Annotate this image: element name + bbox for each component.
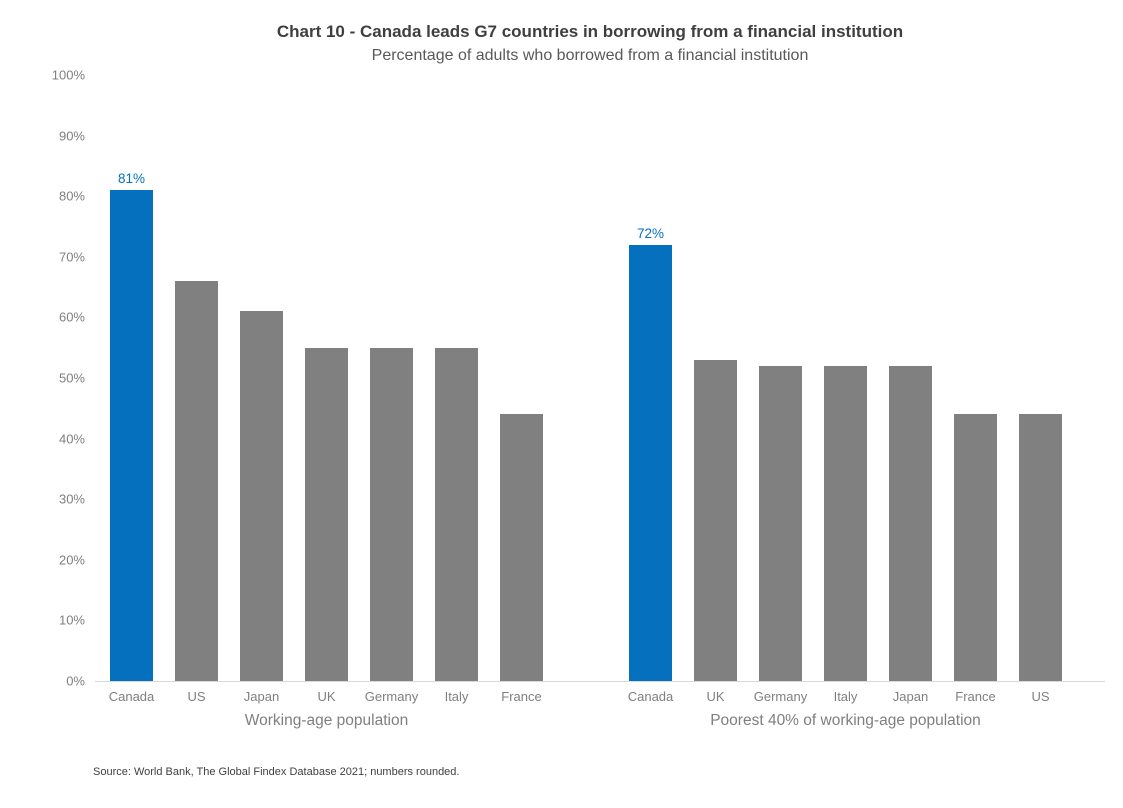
bar-canada-g1: [629, 244, 672, 681]
group-label-working-age-population: Working-age population: [244, 712, 409, 729]
bar-group-poorest-40-of-working-age-population: 72% Canada UK Germany Italy Japan France US Poor…: [628, 75, 1062, 729]
bar-uk-g0: [305, 347, 348, 681]
y-axis: 0% 10% 20% 30% 40% 50% 60% 70% 80% 90% 100%: [30, 68, 85, 689]
y-tick-40pct: 40%: [58, 431, 85, 447]
bar-col-japan-g0: Japan: [240, 311, 283, 704]
y-tick-50pct: 50%: [58, 370, 85, 386]
y-tick-20pct: 20%: [58, 552, 85, 568]
bar-col-us-g0: US: [175, 281, 218, 704]
y-tick-70pct: 70%: [58, 249, 85, 265]
bar-japan-g1: [889, 365, 932, 681]
bar-italy-g0: [435, 347, 478, 681]
x-label-japan-g0: Japan: [243, 689, 280, 704]
group-label-poorest-40-of-working-age-population: Poorest 40% of working-age population: [710, 712, 981, 729]
bar-col-canada-g0: 81% Canada: [109, 171, 155, 704]
bar-col-italy-g0: Italy: [435, 347, 478, 704]
bar-col-france-g1: France: [954, 414, 997, 704]
bar-us-g1: [1019, 414, 1062, 681]
chart-subtitle: Percentage of adults who borrowed from a…: [371, 47, 809, 64]
bar-italy-g1: [824, 365, 867, 681]
bar-germany-g0: [370, 347, 413, 681]
bar-uk-g1: [694, 359, 737, 681]
y-tick-60pct: 60%: [58, 309, 85, 325]
bar-col-france-g0: France: [500, 414, 543, 704]
value-label-canada-g1: 72%: [636, 225, 665, 241]
bar-col-italy-g1: Italy: [824, 365, 867, 704]
x-label-uk-g0: UK: [317, 689, 336, 704]
x-label-us-g1: US: [1031, 689, 1050, 704]
bar-col-germany-g1: Germany: [754, 365, 807, 704]
bar-col-japan-g1: Japan: [889, 365, 932, 704]
bar-col-uk-g0: UK: [305, 347, 348, 704]
y-tick-80pct: 80%: [58, 188, 85, 204]
chart-title: Chart 10 - Canada leads G7 countries in …: [276, 22, 904, 41]
y-tick-0pct: 0%: [66, 673, 85, 689]
bar-france-g0: [500, 414, 543, 681]
bar-col-canada-g1: 72% Canada: [628, 226, 674, 704]
bar-france-g1: [954, 414, 997, 681]
x-label-germany-g0: Germany: [364, 689, 419, 704]
bar-germany-g1: [759, 365, 802, 681]
y-tick-90pct: 90%: [58, 128, 85, 144]
x-label-france-g0: France: [501, 689, 542, 704]
source-note: Source: World Bank, The Global Findex Da…: [93, 766, 460, 778]
x-label-france-g1: France: [955, 689, 996, 704]
bar-col-germany-g0: Germany: [365, 347, 418, 704]
x-label-japan-g1: Japan: [892, 689, 929, 704]
x-label-us-g0: US: [187, 689, 206, 704]
y-tick-10pct: 10%: [58, 612, 85, 628]
x-label-canada-g1: Canada: [627, 689, 674, 704]
x-label-germany-g1: Germany: [753, 689, 808, 704]
x-label-canada-g0: Canada: [108, 689, 155, 704]
bar-us-g0: [175, 281, 218, 681]
y-tick-30pct: 30%: [58, 491, 85, 507]
bar-japan-g0: [240, 311, 283, 681]
bar-col-uk-g1: UK: [694, 359, 737, 704]
plot-area: 81% Canada US Japan UK Germany Italy France Work…: [95, 75, 1105, 729]
value-label-canada-g0: 81%: [117, 171, 146, 187]
bar-col-us-g1: US: [1019, 414, 1062, 704]
x-label-italy-g0: Italy: [444, 689, 469, 704]
bar-canada-g0: [110, 190, 153, 681]
chart-header: Chart 10 - Canada leads G7 countries in …: [57, 20, 1123, 67]
bar-group-working-age-population: 81% Canada US Japan UK Germany Italy France Work…: [109, 75, 543, 729]
x-label-uk-g1: UK: [706, 689, 725, 704]
y-tick-100pct: 100%: [51, 67, 85, 83]
x-label-italy-g1: Italy: [833, 689, 858, 704]
